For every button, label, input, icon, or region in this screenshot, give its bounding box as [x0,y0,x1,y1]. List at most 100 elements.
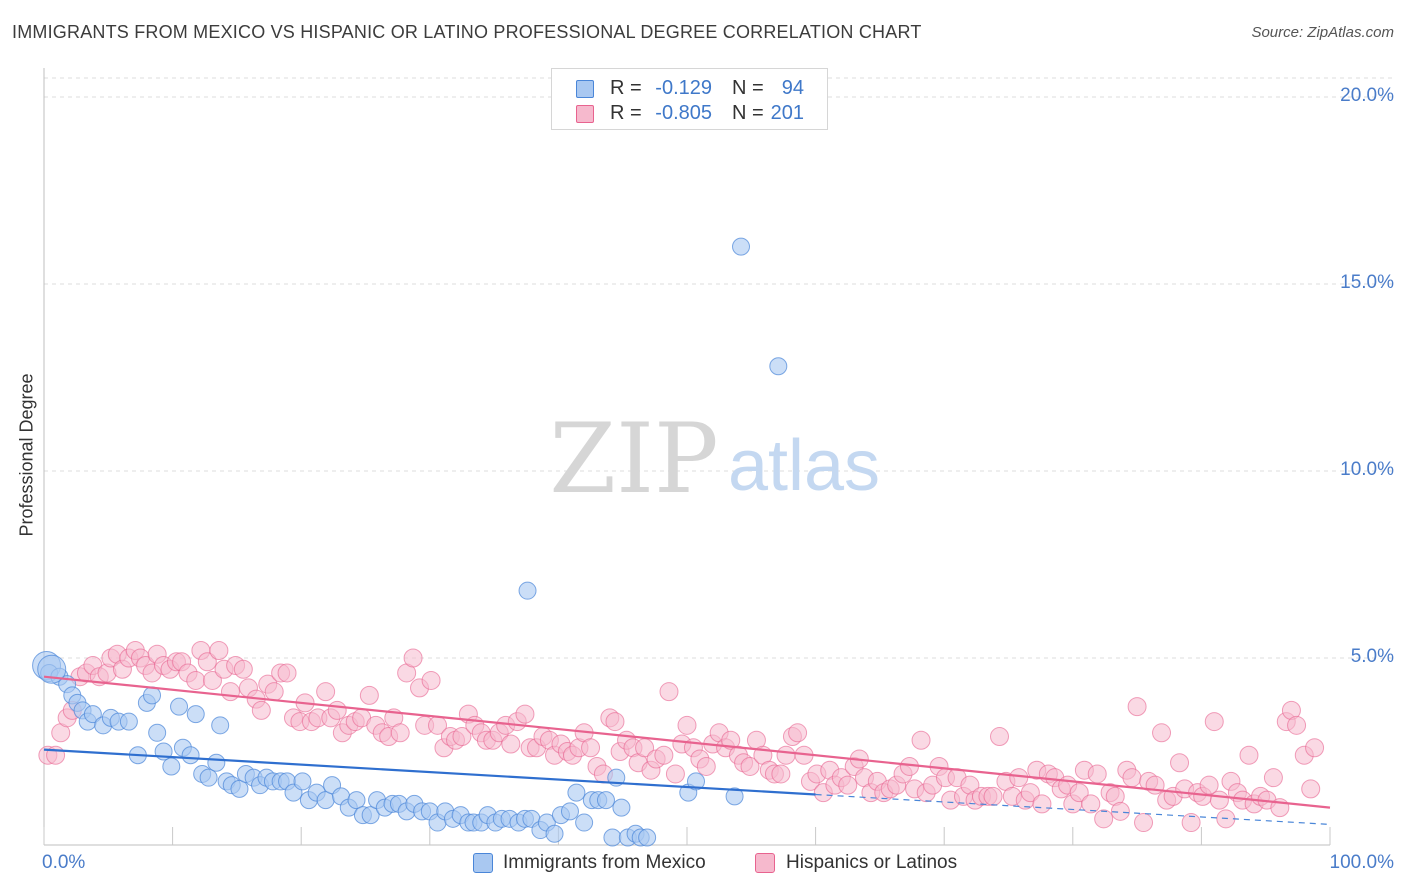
data-point-hispanic [390,723,410,743]
legend-swatch-blue [576,80,594,98]
chart-title: IMMIGRANTS FROM MEXICO VS HISPANIC OR LA… [12,22,922,42]
data-point-hispanic [1199,775,1219,795]
data-point-mexico [545,824,564,843]
legend-r-value: -0.129 [655,77,712,99]
watermark: ZIP atlas [549,403,880,515]
data-point-hispanic [838,775,858,795]
data-point-hispanic [421,670,441,690]
data-point-mexico [612,798,631,817]
data-point-mexico [518,581,537,600]
data-point-hispanic [202,670,222,690]
y-tick-label: 15.0% [1340,272,1394,293]
data-point-hispanic [1181,813,1201,833]
data-point-hispanic [665,764,685,784]
watermark-zip: ZIP [549,403,718,515]
data-point-mexico [211,716,230,735]
data-point-mexico [199,768,218,787]
legend-n-value: 94 [781,77,804,99]
data-point-hispanic [1134,813,1154,833]
data-point-hispanic [771,764,791,784]
data-point-hispanic [1081,794,1101,814]
data-point-mexico [575,813,594,832]
data-point-hispanic [1032,794,1052,814]
data-point-mexico [162,757,181,776]
series-mexico-points [32,237,788,847]
data-point-mexico [293,772,312,791]
watermark-atlas: atlas [728,426,880,506]
data-point-hispanic [1152,723,1172,743]
data-point-mexico [567,783,586,802]
data-point-mexico [638,828,657,847]
data-point-hispanic [1110,801,1130,821]
data-point-mexico [170,697,189,716]
data-point-hispanic [1094,809,1114,829]
data-point-hispanic [197,652,217,672]
data-point-mexico [361,806,380,825]
data-point-mexico [560,802,579,821]
data-point-mexico [207,753,226,772]
data-point-mexico [181,746,200,765]
gridlines [44,77,1395,659]
source-label: Source: ZipAtlas.com [1251,24,1394,41]
data-point-hispanic [721,730,741,750]
data-point-mexico [769,357,788,376]
data-point-mexico [725,787,744,806]
data-point-hispanic [1009,768,1029,788]
data-point-hispanic [1263,768,1283,788]
data-point-mexico [186,705,205,724]
data-point-hispanic [1204,712,1224,732]
data-point-hispanic [581,738,601,758]
legend-label-mexico: Immigrants from Mexico [503,852,706,873]
data-point-hispanic [1020,783,1040,803]
y-tick-label: 10.0% [1340,459,1394,480]
data-point-mexico [687,772,706,791]
data-point-hispanic [677,715,697,735]
data-point-hispanic [501,734,521,754]
x-tick-label-max: 100.0% [1329,852,1394,873]
data-point-hispanic [359,685,379,705]
legend-n-label: N = [732,102,764,124]
data-point-mexico [143,686,162,705]
legend-row-hispanic: R = -0.805 N = 201 [552,102,827,126]
legend-label-hispanic: Hispanics or Latinos [786,852,958,873]
data-point-hispanic [277,663,297,683]
y-tick-label: 20.0% [1340,85,1394,106]
y-tick-label: 5.0% [1350,646,1394,667]
data-point-hispanic [740,756,760,776]
data-point-hispanic [1209,790,1229,810]
data-point-hispanic [209,641,229,661]
data-point-hispanic [696,756,716,776]
data-point-mexico [230,779,249,798]
data-point-hispanic [776,745,796,765]
correlation-legend: R = -0.129 N = 94 R = -0.805 N = 201 [551,68,828,130]
legend-swatch-pink [576,105,594,123]
data-point-hispanic [220,682,240,702]
legend-row-mexico: R = -0.129 N = 94 [552,77,827,101]
trend-line-mexico-extension [815,793,1331,826]
data-point-hispanic [264,682,284,702]
series-hispanics-points [38,641,1325,833]
data-point-mexico [603,828,622,847]
data-point-hispanic [659,682,679,702]
data-point-hispanic [1170,753,1190,773]
data-point-hispanic [327,700,347,720]
data-point-hispanic [1127,697,1147,717]
legend-r-value: -0.805 [655,102,712,124]
data-point-hispanic [654,745,674,765]
data-point-hispanic [452,727,472,747]
data-point-hispanic [983,786,1003,806]
data-point-mexico [119,712,138,731]
legend-n-label: N = [732,77,764,99]
data-point-hispanic [251,700,271,720]
trend-line-hispanic [43,675,1331,809]
data-point-hispanic [1239,745,1259,765]
data-point-hispanic [788,723,808,743]
data-point-hispanic [515,704,535,724]
data-point-mexico [596,791,615,810]
data-point-hispanic [1122,768,1142,788]
data-point-hispanic [233,659,253,679]
legend-r-label: R = [610,102,642,124]
data-point-mexico [316,791,335,810]
data-point-hispanic [605,712,625,732]
